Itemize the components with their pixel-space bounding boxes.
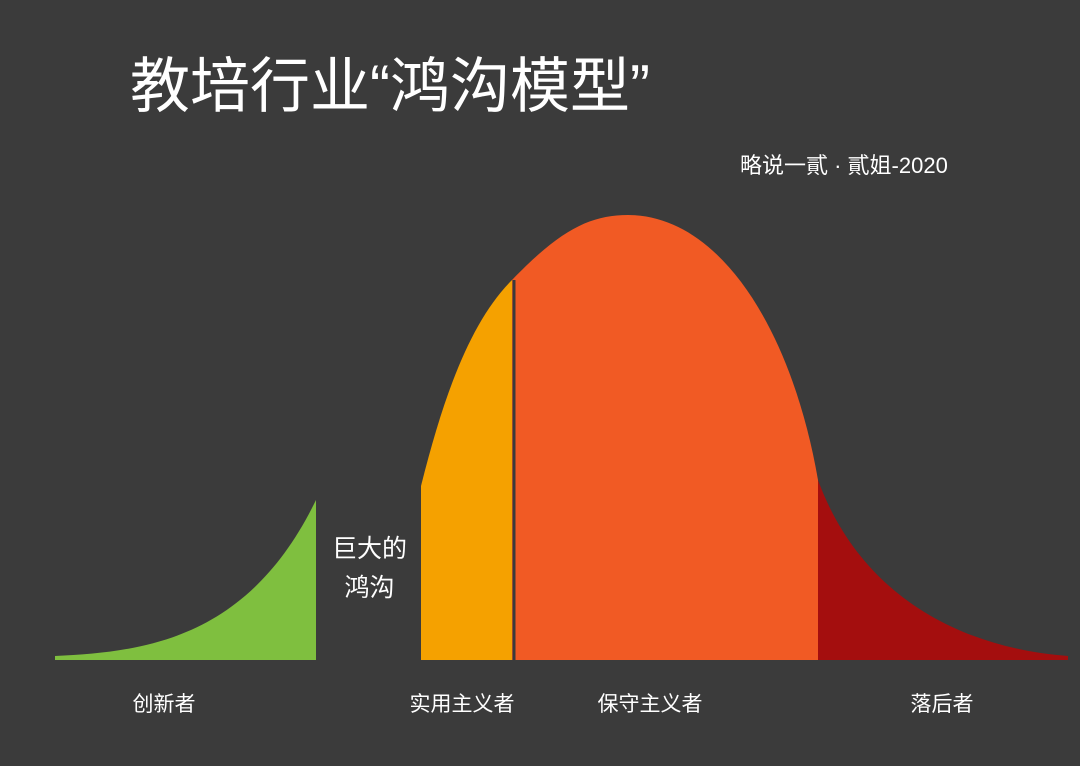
chasm-label-line1: 巨大的 xyxy=(332,535,407,563)
slide: 教培行业“鸿沟模型” 略说一貳 · 貳姐-2020 巨大的 鸿沟 创新者 实用主义… xyxy=(0,0,1080,766)
chasm-label-line2: 鸿沟 xyxy=(345,574,395,602)
category-label-laggards: 落后者 xyxy=(911,688,974,718)
category-label-conservatives: 保守主义者 xyxy=(598,688,703,718)
slide-subtitle: 略说一貳 · 貳姐-2020 xyxy=(740,148,948,180)
chasm-label: 巨大的 鸿沟 xyxy=(332,530,407,608)
category-label-pragmatists: 实用主义者 xyxy=(410,688,515,718)
category-label-innovators: 创新者 xyxy=(133,688,196,718)
slide-title: 教培行业“鸿沟模型” xyxy=(130,38,650,125)
